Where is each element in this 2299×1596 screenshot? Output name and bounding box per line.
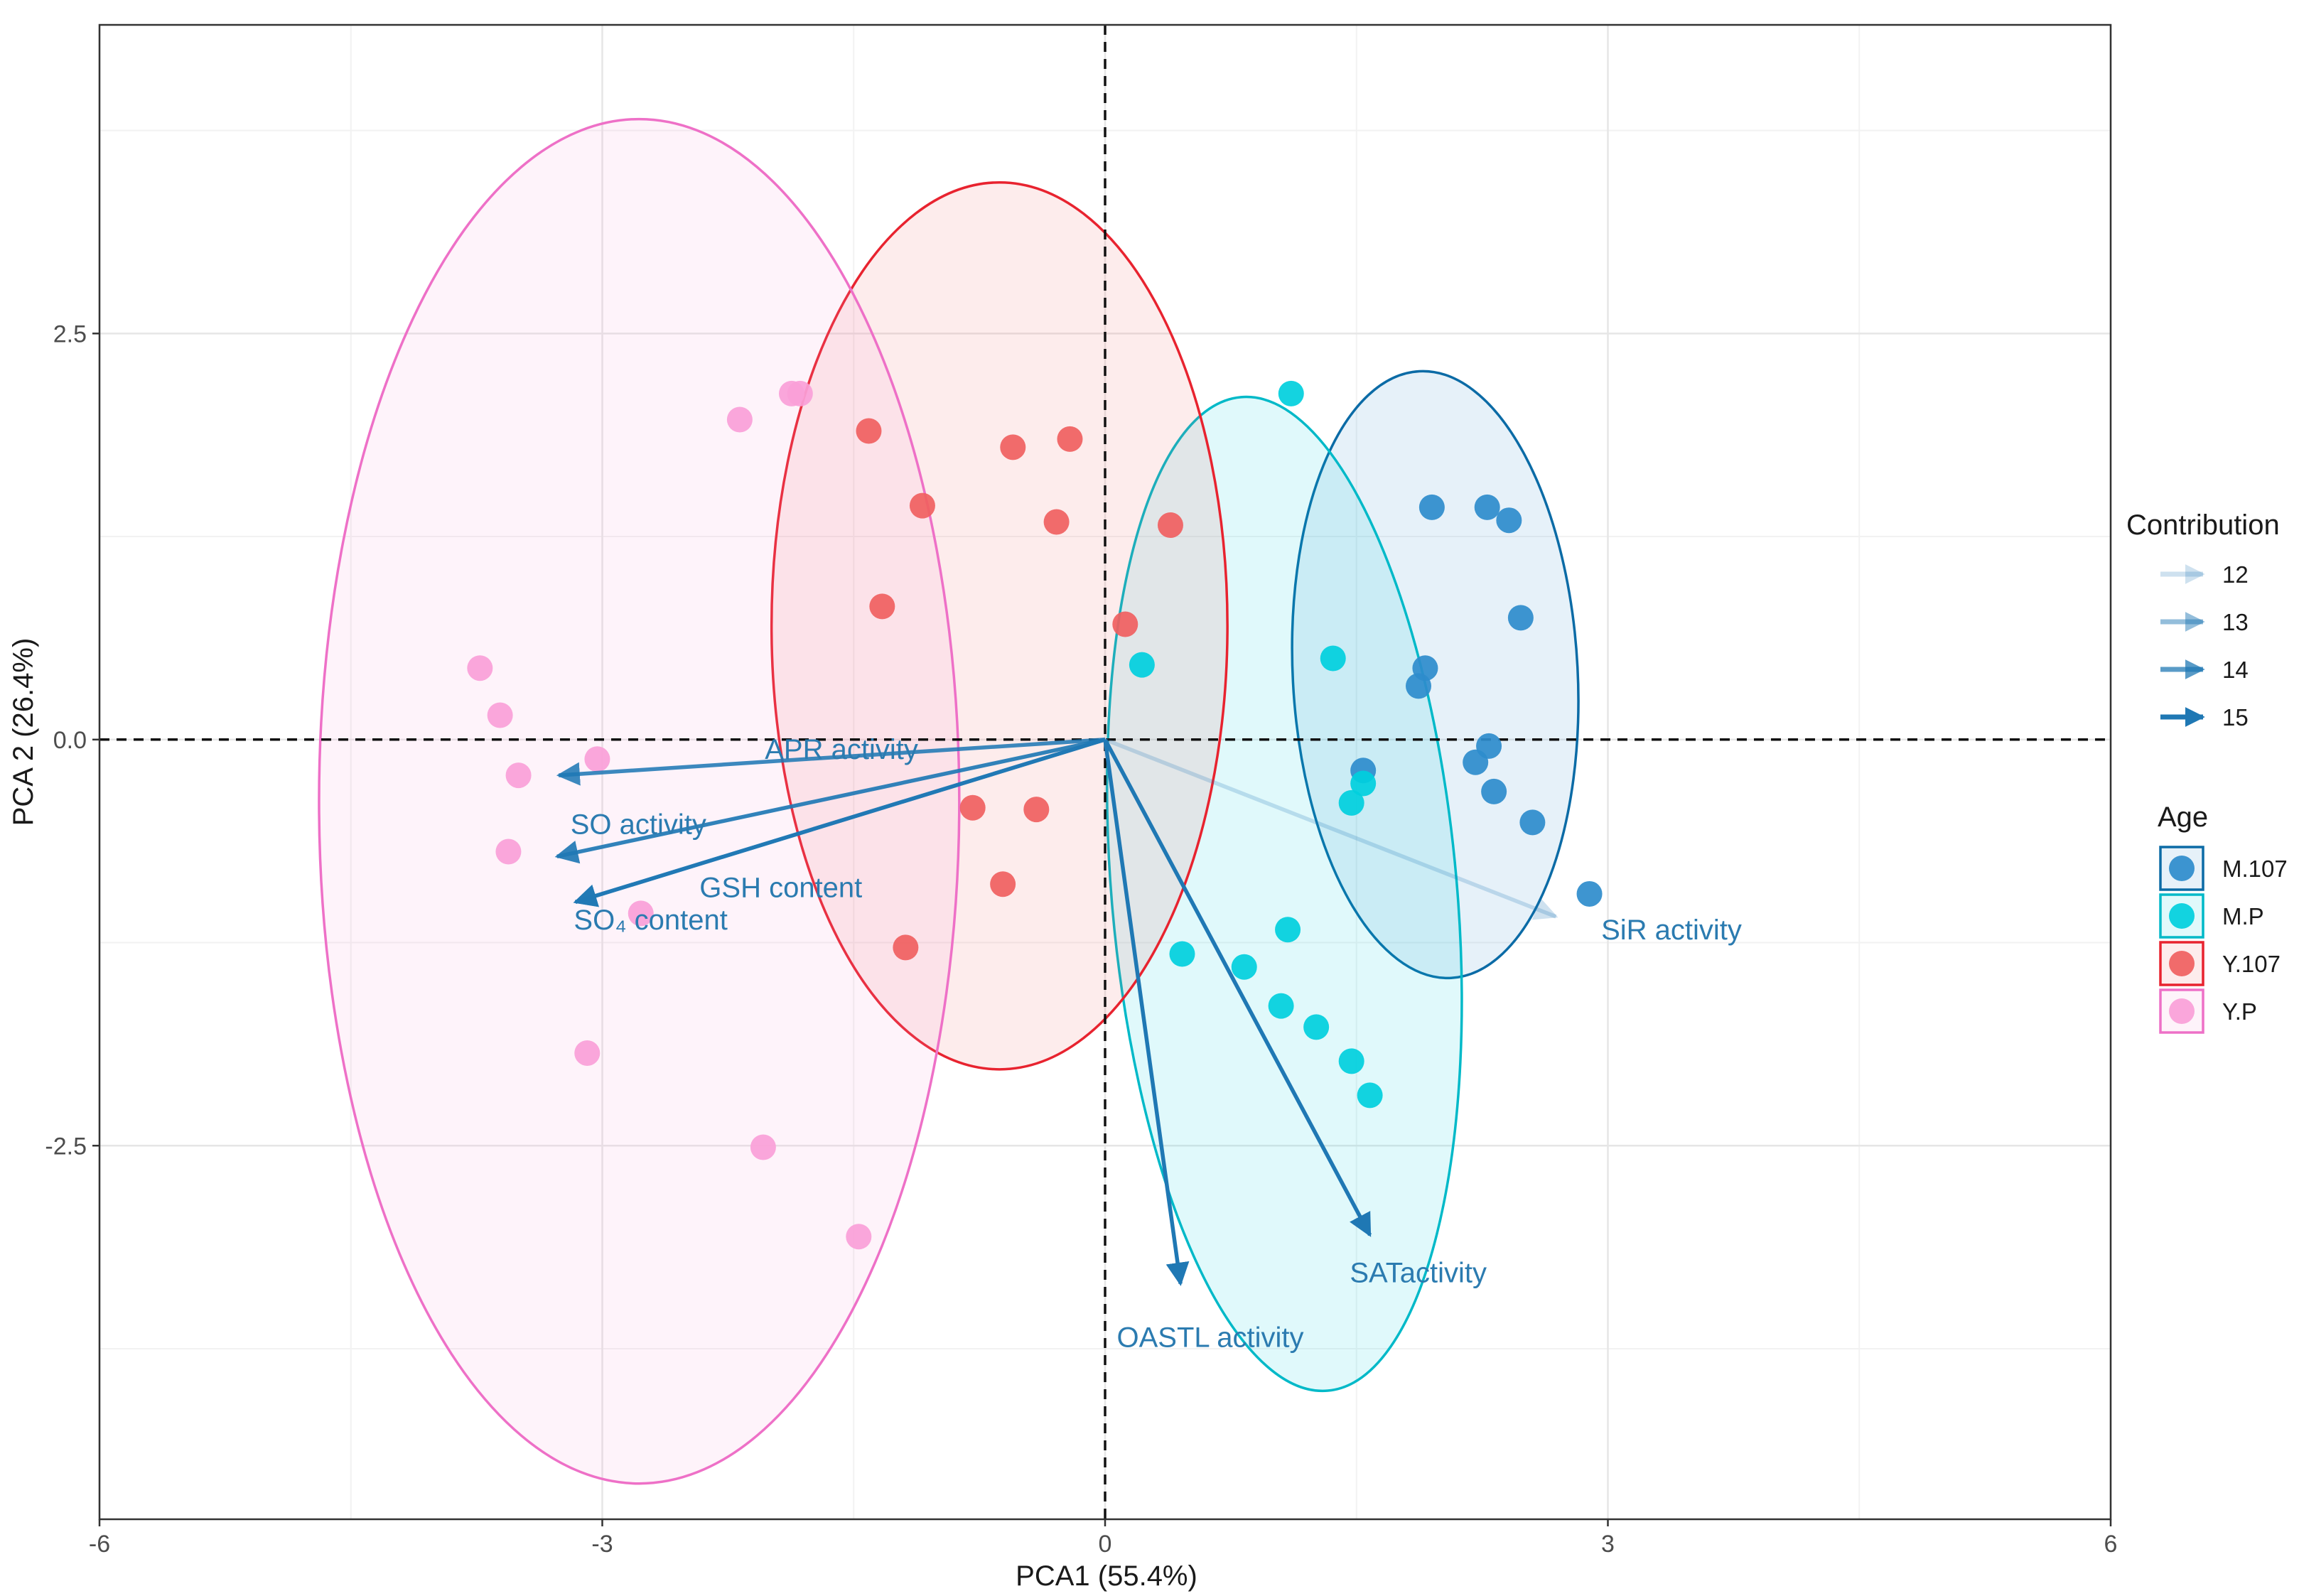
- y-tick-label: 2.5: [53, 320, 87, 347]
- point-y-107: [1057, 426, 1083, 452]
- arrow-label-oastl-activity: OASTL activity: [1117, 1322, 1304, 1354]
- age-legend-point-y-p: [2169, 998, 2195, 1024]
- contribution-legend-label: 15: [2222, 704, 2249, 730]
- x-tick-label: -6: [89, 1531, 110, 1558]
- point-y-107: [990, 871, 1016, 897]
- point-m-p: [1231, 954, 1257, 980]
- point-m-p: [1169, 941, 1195, 967]
- age-legend-label: M.107: [2222, 856, 2288, 882]
- arrow-label-so-activity: SO activity: [571, 809, 706, 840]
- axes: -6 -3 0 3 6 -2.5 0.0 2.5: [45, 320, 2117, 1558]
- point-m-107: [1476, 733, 1502, 759]
- point-m-107: [1418, 494, 1445, 520]
- age-legend-point-m-p: [2169, 903, 2195, 929]
- x-tick-label: -3: [591, 1531, 613, 1558]
- point-y-107: [869, 593, 895, 620]
- age-legend-point-m-107: [2169, 856, 2195, 881]
- arrow-label-so-content: SO₄ content: [574, 905, 727, 936]
- point-m-p: [1303, 1014, 1330, 1040]
- arrow-apr-activity: [556, 738, 1106, 786]
- point-y-p: [574, 1040, 601, 1066]
- age-legend-label: M.P: [2222, 903, 2264, 929]
- age-legend-point-y-107: [2169, 951, 2195, 976]
- point-m-107: [1576, 880, 1603, 907]
- contribution-legend-title: Contribution: [2126, 509, 2280, 541]
- data-points: [467, 380, 1603, 1250]
- point-m-107: [1406, 673, 1432, 699]
- arrow-label-gsh-content: GSH content: [699, 873, 862, 904]
- point-m-p: [1129, 652, 1155, 678]
- point-m-p: [1338, 789, 1364, 816]
- point-m-107: [1481, 778, 1507, 804]
- x-axis-title: PCA1 (55.4%): [1016, 1560, 1197, 1592]
- ellipse-y-107: [770, 180, 1229, 1071]
- ellipse-m-p: [1105, 395, 1463, 1393]
- arrow-gsh-content: [573, 738, 1106, 907]
- point-y-107: [1000, 434, 1026, 460]
- point-y-p: [505, 762, 532, 789]
- point-m-p: [1357, 1082, 1383, 1109]
- arrow-so-activity: [554, 738, 1106, 864]
- x-tick-label: 0: [1099, 1531, 1112, 1558]
- point-y-p: [495, 839, 522, 865]
- point-m-p: [1350, 770, 1377, 797]
- point-y-107: [959, 794, 986, 821]
- x-tick-label: 6: [2104, 1531, 2118, 1558]
- point-y-107: [1157, 512, 1183, 539]
- y-tick-label: 0.0: [53, 727, 87, 754]
- point-y-107: [1043, 509, 1070, 535]
- arrow-oastl-activity: [1103, 739, 1190, 1286]
- y-axis-title: PCA 2 (26.4%): [8, 638, 39, 826]
- point-y-p: [584, 746, 610, 772]
- point-y-107: [893, 934, 919, 961]
- point-y-107: [856, 418, 882, 444]
- point-y-107: [1112, 611, 1138, 637]
- arrow-label-satactivity: SATactivity: [1350, 1257, 1487, 1288]
- y-tick-label: -2.5: [45, 1133, 87, 1160]
- point-m-p: [1268, 993, 1294, 1019]
- point-y-p: [750, 1134, 776, 1160]
- x-tick-label: 3: [1601, 1531, 1615, 1558]
- point-y-p: [487, 702, 513, 728]
- point-m-107: [1496, 507, 1522, 534]
- point-y-p: [787, 380, 813, 406]
- contribution-legend: Contribution 12 13 14 15: [2126, 509, 2280, 730]
- confidence-ellipses: [318, 117, 1580, 1485]
- contribution-legend-label: 12: [2222, 561, 2249, 588]
- reference-lines: [99, 25, 2111, 1519]
- ellipse-y-p: [318, 117, 961, 1485]
- point-m-107: [1474, 494, 1500, 520]
- age-legend-label: Y.107: [2222, 951, 2281, 977]
- age-legend-label: Y.P: [2222, 998, 2257, 1025]
- point-m-p: [1320, 645, 1346, 672]
- arrow-label-sir-activity: SiR activity: [1601, 915, 1742, 946]
- point-m-107: [1507, 605, 1534, 631]
- age-legend: Age M.107 M.P Y.107 Y.P: [2158, 802, 2288, 1034]
- contribution-legend-label: 14: [2222, 657, 2249, 683]
- arrow-label-apr-activity: APR activity: [765, 734, 918, 765]
- point-y-107: [909, 492, 935, 519]
- point-y-p: [726, 406, 753, 433]
- point-m-p: [1278, 380, 1304, 406]
- arrow-sir-activity: [1104, 738, 1558, 920]
- point-m-107: [1519, 809, 1546, 836]
- contribution-legend-label: 13: [2222, 609, 2249, 635]
- point-m-p: [1275, 917, 1301, 943]
- arrow-satactivity: [1103, 738, 1372, 1237]
- point-y-p: [467, 655, 493, 681]
- point-m-p: [1338, 1048, 1364, 1074]
- point-y-p: [846, 1224, 872, 1250]
- point-y-107: [1023, 797, 1050, 823]
- point-y-p: [628, 900, 654, 927]
- age-legend-title: Age: [2158, 802, 2208, 833]
